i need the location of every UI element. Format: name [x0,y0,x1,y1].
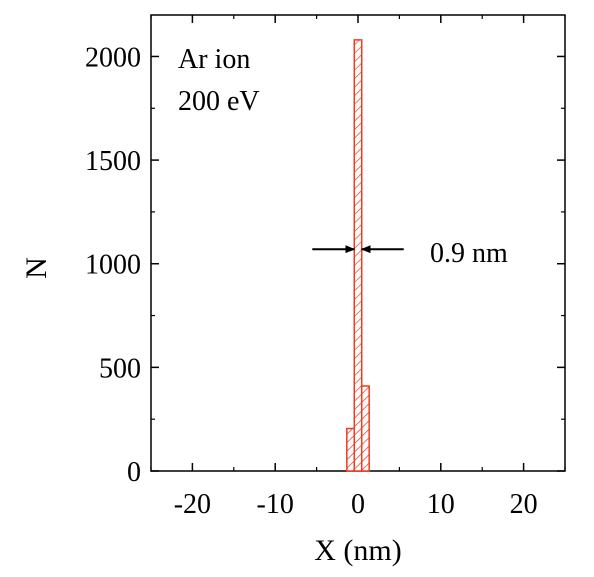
width-label: 0.9 nm [430,238,508,269]
x-axis-ticks: -20 -10 0 10 20 [150,15,566,520]
x-tick-label: 0 [351,489,365,520]
histogram-bar [360,385,370,472]
y-axis-ticks: 0 500 1000 1500 2000 [85,42,565,488]
x-tick-label: -10 [257,489,294,520]
y-tick-label: 500 [99,353,141,384]
x-tick-label: 10 [427,489,455,520]
x-tick-label: -20 [174,489,211,520]
y-tick-label: 0 [127,457,141,488]
y-tick-label: 1500 [85,146,141,177]
y-axis-label: N [20,257,53,279]
histogram-bars [346,39,370,472]
y-tick-label: 1000 [85,250,141,281]
x-axis-label: X (nm) [314,534,401,567]
legend-line-1: Ar ion [178,44,250,75]
y-tick-label: 2000 [85,42,141,73]
x-tick-label: 20 [510,489,538,520]
histogram-bar [353,39,363,472]
legend-line-2: 200 eV [178,86,260,117]
histogram-bar [346,427,356,472]
